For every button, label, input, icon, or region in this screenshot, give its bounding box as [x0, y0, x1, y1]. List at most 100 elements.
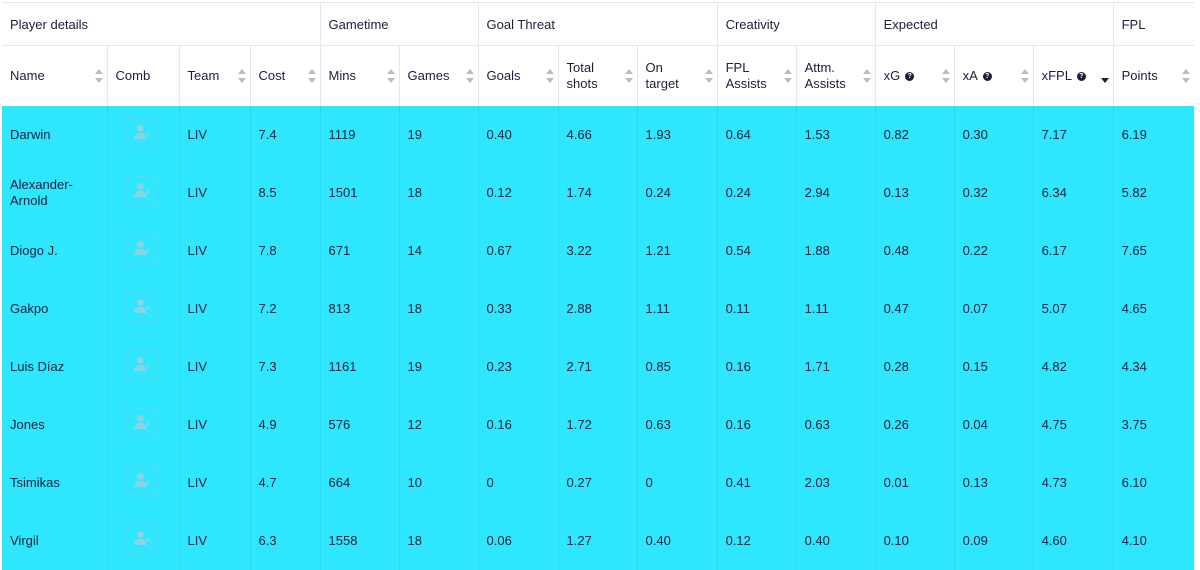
column-header-name[interactable]: Name — [2, 46, 107, 107]
cell-on-target: 0.63 — [636, 396, 718, 454]
column-header-fpl-assists[interactable]: FPL Assists — [716, 45, 797, 106]
sort-icon[interactable] — [941, 69, 950, 83]
cell-mins: 813 — [319, 280, 400, 338]
column-header-mins[interactable]: Mins — [319, 45, 400, 106]
cell-xfpl: 6.17 — [1032, 222, 1114, 280]
cell-cost: 8.5 — [249, 164, 321, 222]
cell-on-target: 1.11 — [636, 280, 718, 338]
column-header-xfpl[interactable]: xFPL? — [1032, 45, 1114, 106]
column-label: xG — [883, 68, 901, 83]
cell-name[interactable]: Alexander-Arnold — [10, 177, 73, 208]
sort-icon[interactable] — [465, 69, 474, 83]
column-header-xa[interactable]: xA? — [953, 45, 1034, 106]
help-icon[interactable]: ? — [1076, 72, 1086, 82]
help-icon[interactable]: ? — [982, 72, 992, 82]
sort-descending-icon[interactable] — [1100, 69, 1109, 83]
add-player-icon[interactable]: + — [125, 234, 158, 264]
sort-icon[interactable] — [237, 69, 246, 83]
column-header-points[interactable]: Points — [1112, 45, 1195, 106]
sort-icon[interactable] — [307, 69, 316, 83]
comb-cell: + — [106, 222, 179, 280]
cell-goals: 0.16 — [477, 396, 559, 454]
column-label: Points — [1121, 68, 1158, 83]
table-row[interactable]: Gakpo + LIV 7.2 813 18 0.33 2.88 1.11 0.11 1.11 0.4… — [2, 280, 1195, 338]
cell-name[interactable]: Diogo J. — [10, 243, 58, 258]
cell-mins: 1119 — [319, 106, 400, 164]
cell-mins: 576 — [319, 396, 400, 454]
cell-xa: 0.09 — [953, 512, 1034, 570]
cell-name[interactable]: Gakpo — [10, 301, 49, 316]
column-header-cost[interactable]: Cost — [249, 45, 321, 106]
cell-name[interactable]: Darwin — [10, 127, 51, 142]
add-player-icon[interactable]: + — [125, 524, 158, 554]
cell-total-shots: 4.66 — [557, 106, 638, 164]
column-header-attm-assists[interactable]: Attm. Assists — [795, 45, 876, 106]
cell-name[interactable]: Luis Díaz — [10, 359, 65, 374]
cell-fpl-assists: 0.16 — [716, 338, 797, 396]
sort-icon[interactable] — [783, 69, 792, 83]
sort-icon[interactable] — [704, 69, 713, 83]
cell-team: LIV — [178, 280, 250, 338]
sort-icon[interactable] — [862, 69, 871, 83]
cell-attm-assists: 1.53 — [795, 106, 876, 164]
cell-points: 3.75 — [1112, 396, 1195, 454]
add-player-icon[interactable]: + — [125, 466, 158, 496]
table-row[interactable]: Alexander-Arnold + LIV 8.5 1501 18 0.12 1.74 0.2… — [2, 164, 1195, 222]
add-player-icon[interactable]: + — [125, 176, 158, 206]
sort-icon[interactable] — [545, 69, 554, 83]
sort-icon[interactable] — [94, 69, 103, 83]
cell-name[interactable]: Jones — [10, 417, 45, 432]
add-player-icon[interactable]: + — [125, 118, 158, 148]
table-row[interactable]: Luis Díaz + LIV 7.3 1161 19 0.23 2.71 0.85 0.16 1.… — [2, 338, 1195, 396]
comb-cell: + — [106, 106, 179, 164]
column-label: Mins — [328, 68, 356, 83]
cell-points: 6.10 — [1112, 454, 1195, 512]
cell-attm-assists: 0.63 — [795, 396, 876, 454]
cell-goals: 0.06 — [477, 512, 559, 570]
column-header-team[interactable]: Team — [178, 45, 250, 106]
cell-team: LIV — [178, 512, 250, 570]
cell-mins: 671 — [319, 222, 400, 280]
column-header-games[interactable]: Games — [398, 45, 479, 106]
cell-xfpl: 4.82 — [1032, 338, 1114, 396]
column-header-goals[interactable]: Goals — [477, 45, 559, 106]
cell-xfpl: 4.75 — [1032, 396, 1114, 454]
add-player-icon[interactable]: + — [125, 408, 158, 438]
add-player-icon[interactable]: + — [125, 350, 158, 380]
cell-cost: 7.2 — [249, 280, 321, 338]
cell-on-target: 0.40 — [636, 512, 718, 570]
comb-cell: + — [106, 454, 179, 512]
sort-icon[interactable] — [1020, 69, 1029, 83]
sort-icon[interactable] — [1182, 69, 1191, 83]
cell-points: 7.65 — [1112, 222, 1195, 280]
cell-name[interactable]: Virgil — [10, 533, 39, 548]
help-icon[interactable]: ? — [905, 72, 915, 82]
column-header-xg[interactable]: xG? — [874, 45, 955, 106]
comb-cell: + — [106, 338, 179, 396]
cell-attm-assists: 0.40 — [795, 512, 876, 570]
cell-games: 14 — [398, 222, 479, 280]
table-row[interactable]: Tsimikas + LIV 4.7 664 10 0 0.27 0 0.41 2.03 0.01 0.… — [2, 454, 1195, 512]
cell-fpl-assists: 0.16 — [716, 396, 797, 454]
table-row[interactable]: Virgil + LIV 6.3 1558 18 0.06 1.27 0.40 0.12 0.40 0… — [2, 512, 1195, 570]
cell-xa: 0.32 — [953, 164, 1034, 222]
cell-total-shots: 2.71 — [557, 338, 638, 396]
group-header-player-details: Player details — [2, 2, 321, 46]
table-row[interactable]: Darwin + LIV 7.4 1119 19 0.40 4.66 1.93 0.64 1.53 0… — [2, 106, 1195, 164]
add-player-icon[interactable]: + — [125, 292, 158, 322]
table-row[interactable]: Jones + LIV 4.9 576 12 0.16 1.72 0.63 0.16 0.63 0.2… — [2, 396, 1195, 454]
column-header-on-target[interactable]: On target — [636, 45, 718, 106]
cell-on-target: 1.21 — [636, 222, 718, 280]
cell-cost: 4.7 — [249, 454, 321, 512]
cell-xg: 0.47 — [874, 280, 955, 338]
cell-name[interactable]: Tsimikas — [10, 475, 60, 490]
cell-goals: 0.33 — [477, 280, 559, 338]
sort-icon[interactable] — [624, 69, 633, 83]
cell-cost: 7.4 — [249, 106, 321, 164]
comb-cell: + — [106, 512, 179, 570]
sort-icon[interactable] — [386, 69, 395, 83]
column-header-total-shots[interactable]: Total shots — [557, 45, 638, 106]
cell-goals: 0.67 — [477, 222, 559, 280]
table-row[interactable]: Diogo J. + LIV 7.8 671 14 0.67 3.22 1.21 0.54 1.88… — [2, 222, 1195, 280]
